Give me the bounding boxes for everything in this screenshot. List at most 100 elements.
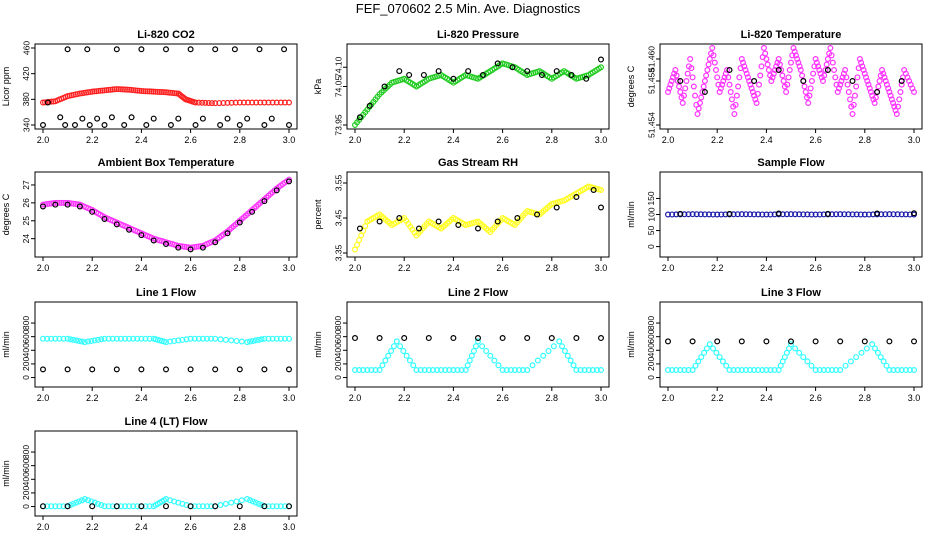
data-point bbox=[142, 335, 149, 342]
data-point bbox=[84, 46, 91, 53]
x-tick-label: 2.8 bbox=[234, 263, 247, 273]
x-tick-label: 2.6 bbox=[809, 393, 822, 403]
data-point bbox=[688, 65, 695, 72]
data-point bbox=[232, 99, 239, 106]
data-point bbox=[167, 338, 174, 345]
data-point bbox=[585, 367, 592, 374]
data-point bbox=[828, 211, 835, 218]
x-tick-label: 2.6 bbox=[184, 263, 197, 273]
data-point bbox=[524, 367, 531, 374]
data-point bbox=[726, 66, 733, 73]
data-point bbox=[163, 339, 170, 346]
data-point bbox=[499, 335, 506, 342]
data-point bbox=[158, 89, 165, 96]
data-point bbox=[121, 503, 128, 510]
data-point bbox=[696, 99, 703, 106]
data-point bbox=[664, 211, 671, 218]
panel-title: Sample Flow bbox=[757, 157, 825, 169]
data-point bbox=[520, 367, 527, 374]
data-point bbox=[875, 83, 882, 90]
data-point bbox=[683, 77, 690, 84]
data-point bbox=[454, 367, 461, 374]
data-point bbox=[163, 503, 170, 510]
data-point bbox=[71, 121, 78, 128]
data-point bbox=[277, 503, 284, 510]
data-point bbox=[286, 366, 293, 373]
x-tick-label: 2.8 bbox=[859, 263, 872, 273]
panel-10: Line 4 (LT) Flow ml/min 2.0 2.2 2.4 2.6 2.8 3.0… bbox=[1, 416, 298, 532]
data-point bbox=[573, 335, 580, 342]
data-point bbox=[726, 210, 733, 217]
data-point bbox=[847, 358, 854, 365]
data-point bbox=[684, 70, 691, 77]
data-point bbox=[91, 337, 98, 344]
data-point bbox=[800, 77, 807, 84]
data-point bbox=[778, 66, 785, 73]
data-point bbox=[765, 66, 772, 73]
y-tick-label: 800 bbox=[646, 316, 656, 330]
data-point bbox=[538, 71, 545, 78]
data-point bbox=[716, 354, 723, 361]
data-point bbox=[187, 335, 194, 342]
data-point bbox=[228, 99, 235, 106]
data-point bbox=[730, 211, 737, 218]
data-point bbox=[245, 99, 252, 106]
data-point bbox=[495, 362, 502, 369]
data-point bbox=[874, 88, 881, 95]
data-point bbox=[252, 337, 259, 344]
data-point bbox=[876, 77, 883, 84]
data-point bbox=[731, 110, 738, 117]
data-point bbox=[376, 367, 383, 374]
data-point bbox=[413, 367, 420, 374]
data-point bbox=[154, 88, 161, 95]
data-point bbox=[372, 367, 379, 374]
x-tick-label: 2.8 bbox=[546, 393, 559, 403]
data-point bbox=[52, 201, 59, 208]
data-point bbox=[752, 96, 759, 103]
y-tick-label: 73.95 bbox=[333, 114, 343, 136]
data-point bbox=[148, 88, 155, 95]
data-point bbox=[286, 178, 293, 185]
data-point bbox=[755, 367, 762, 374]
data-point bbox=[720, 77, 727, 84]
data-point bbox=[906, 367, 913, 374]
data-point bbox=[898, 367, 905, 374]
data-point bbox=[67, 502, 74, 509]
data-point bbox=[381, 83, 388, 90]
data-point bbox=[847, 96, 854, 103]
data-point bbox=[286, 335, 293, 342]
x-tick-label: 2.2 bbox=[711, 135, 724, 145]
data-point bbox=[685, 367, 692, 374]
data-point bbox=[570, 362, 577, 369]
data-point bbox=[784, 81, 791, 88]
data-point bbox=[795, 59, 802, 66]
data-point bbox=[839, 74, 846, 81]
y-tick-label: 200 bbox=[21, 486, 31, 500]
data-point bbox=[273, 335, 280, 342]
x-tick-label: 2.2 bbox=[398, 135, 411, 145]
data-point bbox=[249, 208, 256, 215]
y-tick-label: 0 bbox=[333, 375, 343, 380]
data-point bbox=[134, 503, 141, 510]
data-point bbox=[806, 92, 813, 99]
data-point bbox=[692, 362, 699, 369]
data-point bbox=[835, 85, 842, 92]
data-point bbox=[388, 347, 395, 354]
y-tick-label: 800 bbox=[333, 316, 343, 330]
data-point bbox=[674, 77, 681, 84]
y-axis-label: kPa bbox=[313, 79, 323, 95]
data-point bbox=[796, 349, 803, 356]
data-point bbox=[356, 237, 363, 244]
data-point bbox=[573, 367, 580, 374]
data-point bbox=[81, 339, 88, 346]
data-point bbox=[113, 46, 120, 53]
data-point bbox=[494, 218, 501, 225]
y-tick-label: 600 bbox=[646, 329, 656, 343]
data-point bbox=[845, 211, 852, 218]
data-point bbox=[390, 343, 397, 350]
data-point bbox=[706, 341, 713, 348]
data-point bbox=[44, 503, 51, 510]
data-point bbox=[434, 367, 441, 374]
data-point bbox=[910, 338, 917, 345]
